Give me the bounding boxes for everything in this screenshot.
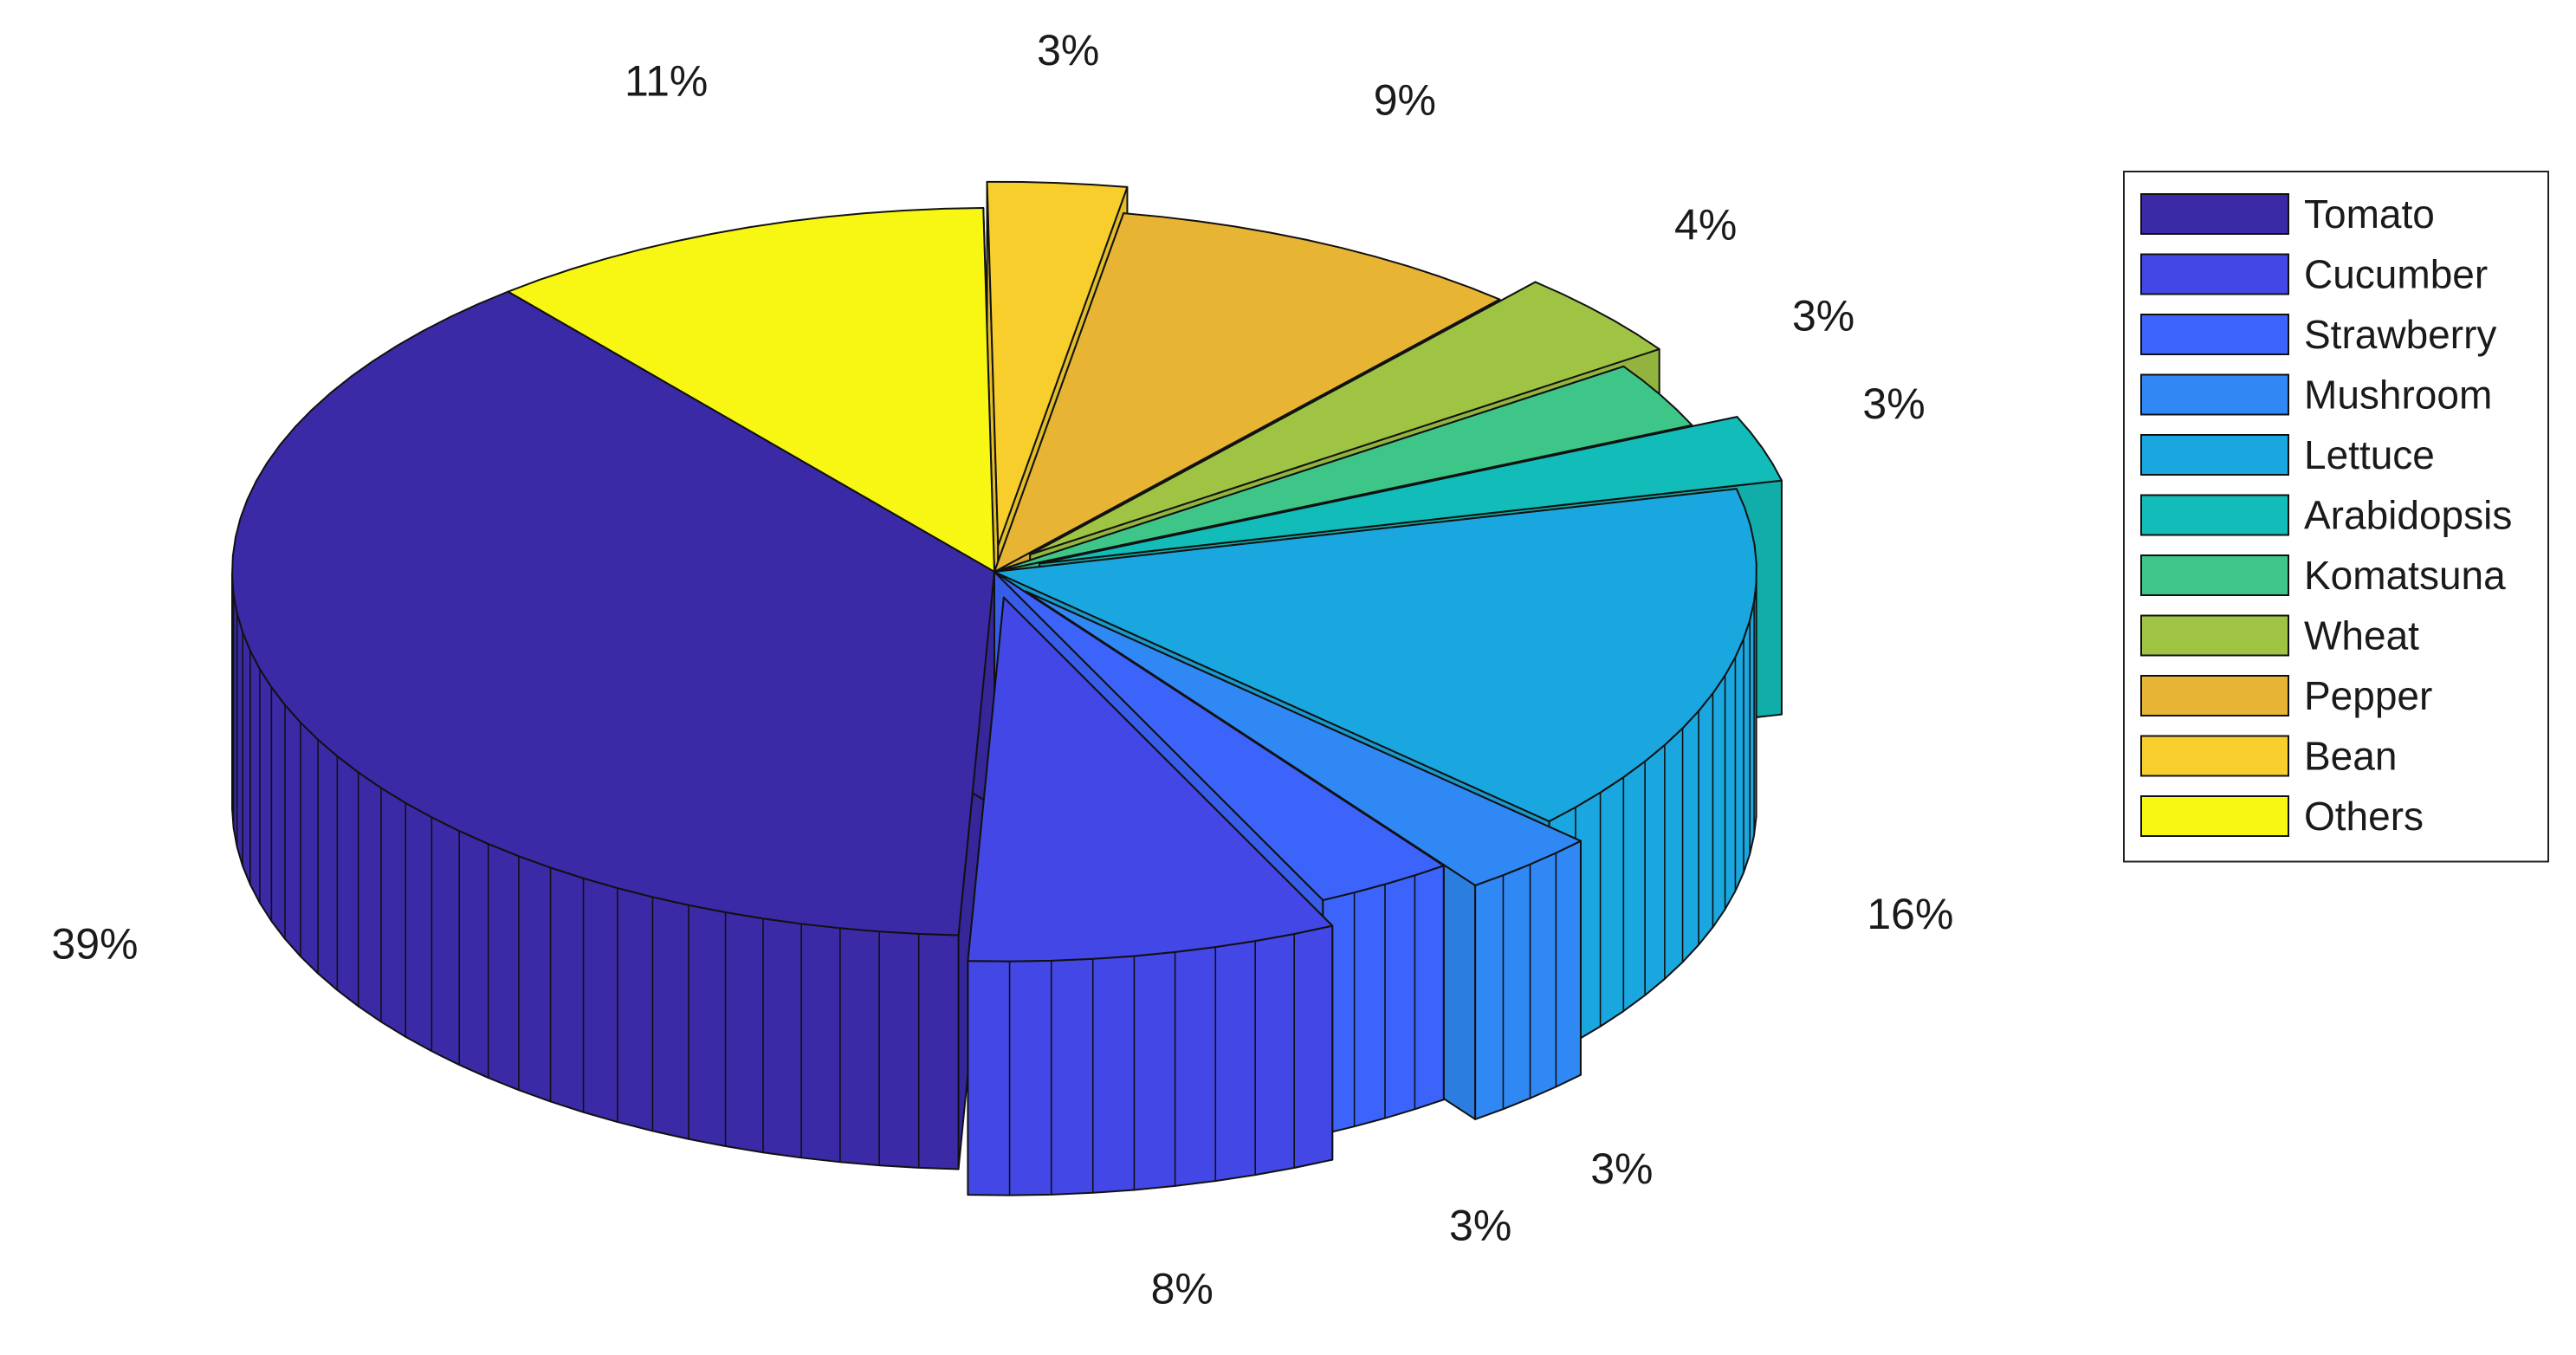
legend-label: Tomato xyxy=(2304,191,2435,237)
legend-label: Mushroom xyxy=(2304,372,2492,417)
percent-label-others: 11% xyxy=(625,56,708,105)
slice-top-lettuce xyxy=(994,488,1757,822)
slice-top-wheat xyxy=(1029,281,1660,555)
legend[interactable]: Tomato Cucumber Strawberry Mushroom Lettuce A… xyxy=(2123,171,2549,863)
legend-label: Bean xyxy=(2304,733,2397,778)
legend-entry-bean[interactable]: Bean xyxy=(2140,733,2397,778)
legend-swatch xyxy=(2140,494,2289,536)
legend-swatch xyxy=(2140,675,2289,716)
legend-entry-strawberry[interactable]: Strawberry xyxy=(2140,312,2496,357)
percent-label-pepper: 9% xyxy=(1374,75,1436,124)
percent-label-mushroom: 3% xyxy=(1590,1144,1653,1193)
pie-slice-tomato xyxy=(231,290,995,1170)
percent-label-komatsuna: 3% xyxy=(1792,292,1854,340)
legend-swatch xyxy=(2140,434,2289,476)
slice-top-strawberry xyxy=(994,571,1445,901)
legend-label: Pepper xyxy=(2304,673,2432,718)
legend-entry-komatsuna[interactable]: Komatsuna xyxy=(2140,553,2506,598)
slice-wall xyxy=(967,924,1334,1196)
legend-swatch xyxy=(2140,554,2289,596)
legend-swatch xyxy=(2140,314,2289,355)
slice-wall xyxy=(1474,840,1582,1120)
slice-top-komatsuna xyxy=(994,365,1693,573)
slice-top-bean xyxy=(986,180,1129,547)
pie-slice-cucumber xyxy=(967,596,1334,1196)
legend-entry-mushroom[interactable]: Mushroom xyxy=(2140,372,2492,417)
legend-label: Strawberry xyxy=(2304,312,2496,357)
slice-top-tomato xyxy=(231,290,995,937)
legend-label: Wheat xyxy=(2304,613,2419,658)
percent-label-arabidopsis: 3% xyxy=(1862,379,1925,428)
legend-entry-arabidopsis[interactable]: Arabidopsis xyxy=(2140,492,2512,537)
percent-label-tomato: 39% xyxy=(51,919,138,968)
percent-label-cucumber: 8% xyxy=(1151,1264,1214,1313)
legend-swatch xyxy=(2140,735,2289,777)
legend-label: Lettuce xyxy=(2304,432,2435,477)
percent-label-bean: 3% xyxy=(1037,26,1099,75)
slice-top-mushroom xyxy=(1025,590,1582,886)
legend-swatch xyxy=(2140,614,2289,657)
legend-entry-cucumber[interactable]: Cucumber xyxy=(2140,251,2488,296)
slice-top-arabidopsis xyxy=(1039,416,1783,565)
legend-entry-pepper[interactable]: Pepper xyxy=(2140,673,2432,718)
percent-labels: 39%8%3%3%16%3%3%4%9%3%11% xyxy=(51,26,1953,1313)
legend-swatch xyxy=(2140,373,2289,416)
percent-label-lettuce: 16% xyxy=(1867,890,1953,938)
legend-label: Cucumber xyxy=(2304,251,2488,296)
legend-label: Komatsuna xyxy=(2304,553,2506,598)
legend-entry-wheat[interactable]: Wheat xyxy=(2140,613,2419,658)
legend-entry-lettuce[interactable]: Lettuce xyxy=(2140,432,2435,477)
pie-slices xyxy=(231,180,1783,1196)
legend-swatch xyxy=(2140,795,2289,837)
slice-top-cucumber xyxy=(967,596,1334,963)
legend-entry-tomato[interactable]: Tomato xyxy=(2140,191,2435,237)
legend-label: Arabidopsis xyxy=(2304,492,2512,537)
legend-label: Others xyxy=(2304,794,2424,839)
legend-entry-others[interactable]: Others xyxy=(2140,794,2424,839)
percent-label-wheat: 4% xyxy=(1674,200,1737,249)
slice-top-others xyxy=(507,207,995,573)
slice-wall xyxy=(1322,865,1445,1135)
legend-swatch xyxy=(2140,253,2289,295)
percent-label-strawberry: 3% xyxy=(1449,1201,1511,1249)
slice-top-pepper xyxy=(994,212,1501,573)
legend-swatch xyxy=(2140,193,2289,235)
